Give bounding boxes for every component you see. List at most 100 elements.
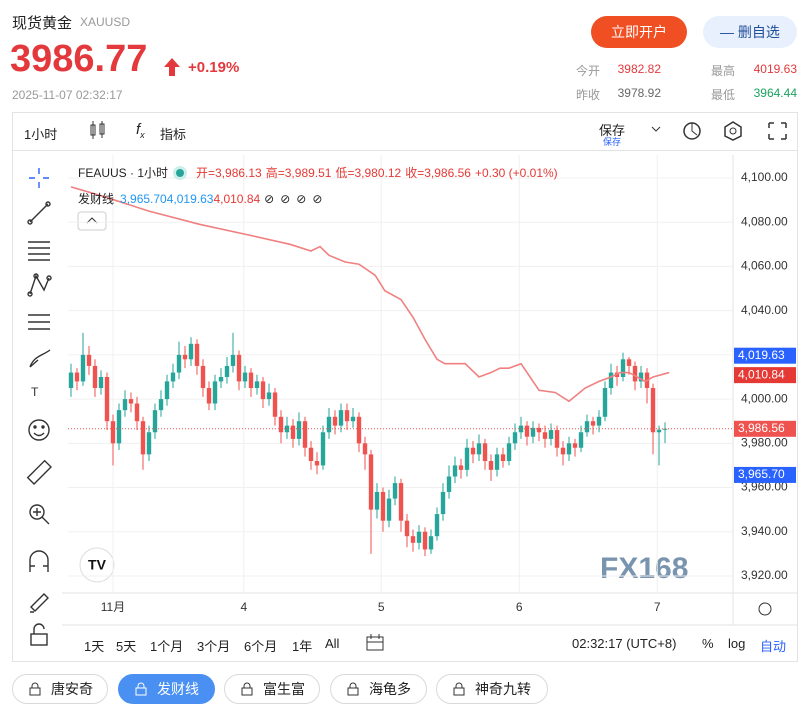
candle-body xyxy=(632,365,638,382)
candle-body xyxy=(74,372,80,382)
y-tick-label: 3,940.00 xyxy=(741,524,788,538)
candle-body xyxy=(422,531,428,550)
range-button[interactable]: 1个月 xyxy=(150,639,184,654)
stat-value: 3978.92 xyxy=(617,86,661,100)
price-label-bg xyxy=(734,466,796,483)
candle-body xyxy=(374,491,380,510)
candle-body xyxy=(548,430,554,439)
collapse[interactable] xyxy=(77,211,107,231)
candle-body xyxy=(572,443,578,448)
tv-logo[interactable] xyxy=(79,547,115,583)
candle-body xyxy=(80,354,86,382)
candle-body xyxy=(368,454,374,510)
chevron[interactable] xyxy=(650,124,662,134)
range-button[interactable]: 5天 xyxy=(116,639,137,654)
candle-body xyxy=(470,447,476,455)
candle-body xyxy=(176,354,182,373)
range-button[interactable]: All xyxy=(325,636,340,651)
candle-body xyxy=(110,421,116,444)
tab[interactable]: 海龟多 xyxy=(330,674,427,704)
range-button[interactable]: 3个月 xyxy=(197,639,231,654)
price-label-bg xyxy=(734,420,796,437)
price-label: 3,986.56 xyxy=(738,421,785,435)
y-tick-label: 4,040.00 xyxy=(741,303,788,317)
candle-body xyxy=(98,376,104,389)
tab[interactable]: 神奇九转 xyxy=(436,674,548,704)
candle-body xyxy=(104,376,110,422)
time: 2025-11-07 02:32:17 xyxy=(12,88,123,102)
remove-watch[interactable]: — 删自选 xyxy=(703,16,797,48)
scale-option[interactable]: 自动 xyxy=(760,639,787,654)
candle-body xyxy=(524,425,530,437)
candle-body xyxy=(560,447,566,455)
indicator-value: 3,965.70 xyxy=(120,192,167,206)
price-label-bg xyxy=(734,367,796,384)
date-icon[interactable] xyxy=(365,633,385,653)
settings[interactable] xyxy=(758,602,772,616)
candle-body xyxy=(584,421,590,433)
interval[interactable]: 1小时 xyxy=(24,127,58,142)
candle-body xyxy=(482,443,488,462)
candle-body xyxy=(500,454,506,462)
drawing-tools[interactable]: T xyxy=(22,160,58,650)
scale-option[interactable]: % xyxy=(702,636,714,651)
fx-icon[interactable]: fx xyxy=(136,121,145,140)
candle-body xyxy=(188,343,194,360)
candle-body xyxy=(452,465,458,477)
x-tick-label: 6 xyxy=(516,600,523,614)
lock-icon xyxy=(453,682,465,696)
candle-body xyxy=(410,536,416,543)
candle-body xyxy=(608,372,614,389)
y-tick-label: 4,080.00 xyxy=(741,214,788,228)
candle-body xyxy=(578,432,584,448)
candle-body xyxy=(278,416,284,433)
indicator-value: 4,019.63 xyxy=(166,192,214,206)
range-button[interactable]: 1年 xyxy=(292,639,313,654)
range-button[interactable]: 6个月 xyxy=(244,639,278,654)
candle-body xyxy=(620,359,626,377)
range-button[interactable]: 1天 xyxy=(84,639,105,654)
candle-body xyxy=(308,447,314,462)
candle-icon[interactable] xyxy=(88,120,108,142)
candle-body xyxy=(314,461,320,466)
x-tick-label: 4 xyxy=(240,600,247,614)
candle-body xyxy=(332,416,338,426)
title: 现货黄金 xyxy=(12,15,73,32)
tab[interactable]: 发财线 xyxy=(118,674,215,704)
indicators[interactable]: 指标 xyxy=(160,127,187,142)
lock-icon xyxy=(29,682,41,696)
candle-body xyxy=(494,454,500,470)
candle-body xyxy=(386,498,392,521)
candle-body xyxy=(638,372,644,382)
tab[interactable]: 富生富 xyxy=(224,674,320,704)
change: +0.19% xyxy=(188,59,240,76)
x-tick-label: 7 xyxy=(654,600,661,614)
candle-body xyxy=(428,536,434,550)
clock: 02:32:17 (UTC+8) xyxy=(572,636,677,651)
candle-body xyxy=(242,372,248,382)
symbol: XAUUSD xyxy=(80,15,131,29)
candle-body xyxy=(158,399,164,411)
tab[interactable]: 唐安奇 xyxy=(12,674,108,704)
candle-body xyxy=(362,443,368,455)
candle-body xyxy=(542,432,548,439)
price: 3986.77 xyxy=(10,38,148,80)
candle-body xyxy=(206,388,212,404)
save[interactable]: 保存 xyxy=(599,123,626,138)
toolbar-icons[interactable] xyxy=(682,120,792,142)
lock-icon xyxy=(241,682,253,696)
candle-body xyxy=(650,388,656,433)
price-label: 3,965.70 xyxy=(738,467,785,481)
indicator-icons[interactable]: ⊘⊘⊘⊘ xyxy=(264,192,329,206)
stat-label: 今开 xyxy=(576,64,601,78)
candle-body xyxy=(326,416,332,433)
candle-body xyxy=(140,421,146,455)
ohlc-legend: FEAUUS · 1小时 开=3,986.13 高=3,989.51 低=3,980.… xyxy=(78,164,562,181)
stat-value: 3964.44 xyxy=(753,86,797,100)
candle-body xyxy=(344,410,350,422)
candle-body xyxy=(356,416,362,444)
scale-option[interactable]: log xyxy=(728,636,746,651)
open-account[interactable]: 立即开户 xyxy=(591,16,687,48)
